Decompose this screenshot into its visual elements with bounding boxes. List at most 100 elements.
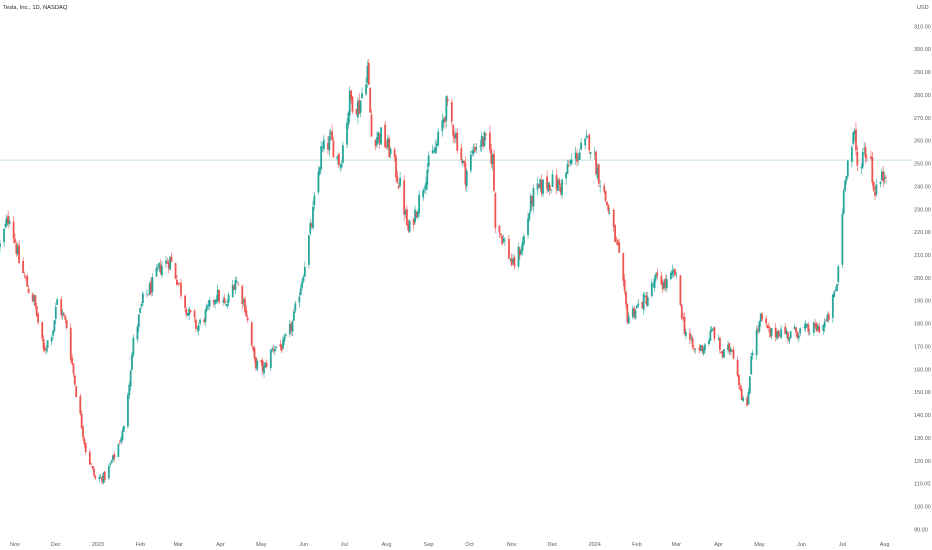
candle-body (393, 149, 396, 158)
candle-body (147, 294, 150, 296)
x-tick-label: May (256, 542, 267, 548)
candle-body (825, 320, 827, 322)
candle-body (799, 328, 802, 334)
candle-body (502, 238, 505, 242)
candle-body (460, 147, 463, 161)
candle-body (570, 159, 573, 164)
candle-body (739, 386, 742, 390)
candle-body (845, 175, 848, 181)
candle-body (547, 182, 550, 192)
candle-body (291, 321, 294, 332)
candle-body (275, 346, 278, 348)
candle-body (37, 313, 39, 323)
candle-body (675, 274, 678, 275)
candle-body (303, 266, 306, 277)
candle-body (237, 283, 240, 285)
candle-body (761, 313, 763, 320)
candle-body (260, 360, 263, 363)
candle-body (558, 179, 561, 185)
candle-body (616, 240, 619, 245)
candle-body (263, 366, 265, 374)
candle-body (723, 349, 725, 358)
candle-body (225, 303, 227, 305)
candle-body (713, 327, 716, 339)
candle-body (650, 283, 653, 296)
candle-body (788, 337, 791, 342)
candle-body (310, 223, 313, 226)
candle-body (110, 461, 113, 464)
candle-body (555, 174, 558, 190)
candle-body (188, 308, 191, 316)
candle-body (407, 223, 410, 231)
candle-body (684, 332, 687, 336)
candle-body (5, 217, 8, 226)
candle-body (146, 293, 148, 295)
y-tick-label: 90.00 (914, 527, 928, 533)
candle-body (132, 337, 135, 355)
candle-body (880, 171, 883, 181)
candle-body (54, 306, 57, 319)
candle-body (777, 330, 780, 338)
candle-body (758, 321, 761, 332)
candle-body (721, 351, 724, 358)
candle-body (698, 347, 701, 351)
candle-body (384, 124, 387, 148)
candle-body (586, 136, 589, 138)
candle-body (120, 438, 123, 443)
candle-body (856, 151, 859, 166)
candle-body (593, 153, 596, 155)
candle-body (694, 349, 697, 351)
candle-body (102, 472, 105, 484)
candle-body (84, 443, 87, 452)
candle-body (90, 463, 93, 465)
candle-body (702, 348, 705, 354)
time-axis[interactable]: Nov Dec 2023 Feb Mar Apr May Jun Jul Aug Sep Oct Nov… (10, 542, 889, 548)
candle-body (433, 151, 436, 153)
y-tick-label: 130.00 (914, 436, 931, 442)
candle-body (129, 370, 132, 387)
candle-body (196, 328, 199, 329)
candle-body (450, 101, 453, 122)
candle-body (836, 284, 838, 291)
candle-body (608, 212, 611, 214)
candle-body (397, 185, 400, 188)
candle-body (823, 321, 826, 328)
candle-body (151, 277, 154, 292)
candle-body (60, 299, 63, 316)
candle-body (137, 314, 140, 328)
candle-body (834, 290, 837, 291)
candle-body (367, 62, 370, 85)
price-axis[interactable]: 90.00 100.00 110.00 120.00 130.00 140.00 150.0… (914, 24, 931, 533)
candle-body (469, 154, 472, 171)
candle-body (480, 135, 483, 147)
candle-body (633, 307, 636, 317)
candle-body (746, 397, 749, 406)
candle-body (94, 475, 97, 479)
candle-body (816, 325, 819, 331)
candle-body (294, 303, 297, 311)
candle-body (377, 132, 380, 140)
candle-body (627, 316, 630, 324)
candle-body (283, 336, 286, 342)
candle-body (197, 325, 200, 331)
candle-body (539, 179, 542, 189)
x-tick-label: Mar (672, 542, 682, 548)
x-tick-label: 2024 (589, 542, 601, 548)
candle-body (732, 349, 735, 359)
candle-body (118, 442, 121, 444)
candle-body (293, 311, 295, 321)
candle-body (208, 300, 211, 307)
candle-body (22, 260, 25, 274)
candle-body (604, 190, 607, 201)
candle-body (635, 305, 638, 309)
y-tick-label: 260.00 (914, 139, 931, 145)
y-tick-label: 210.00 (914, 253, 931, 259)
candle-body (576, 153, 578, 162)
candle-body (585, 135, 588, 137)
candle-body (574, 152, 577, 159)
candle-body (273, 348, 276, 352)
candle-body (423, 186, 426, 188)
candle-body (446, 99, 449, 101)
candle-body (73, 375, 76, 385)
